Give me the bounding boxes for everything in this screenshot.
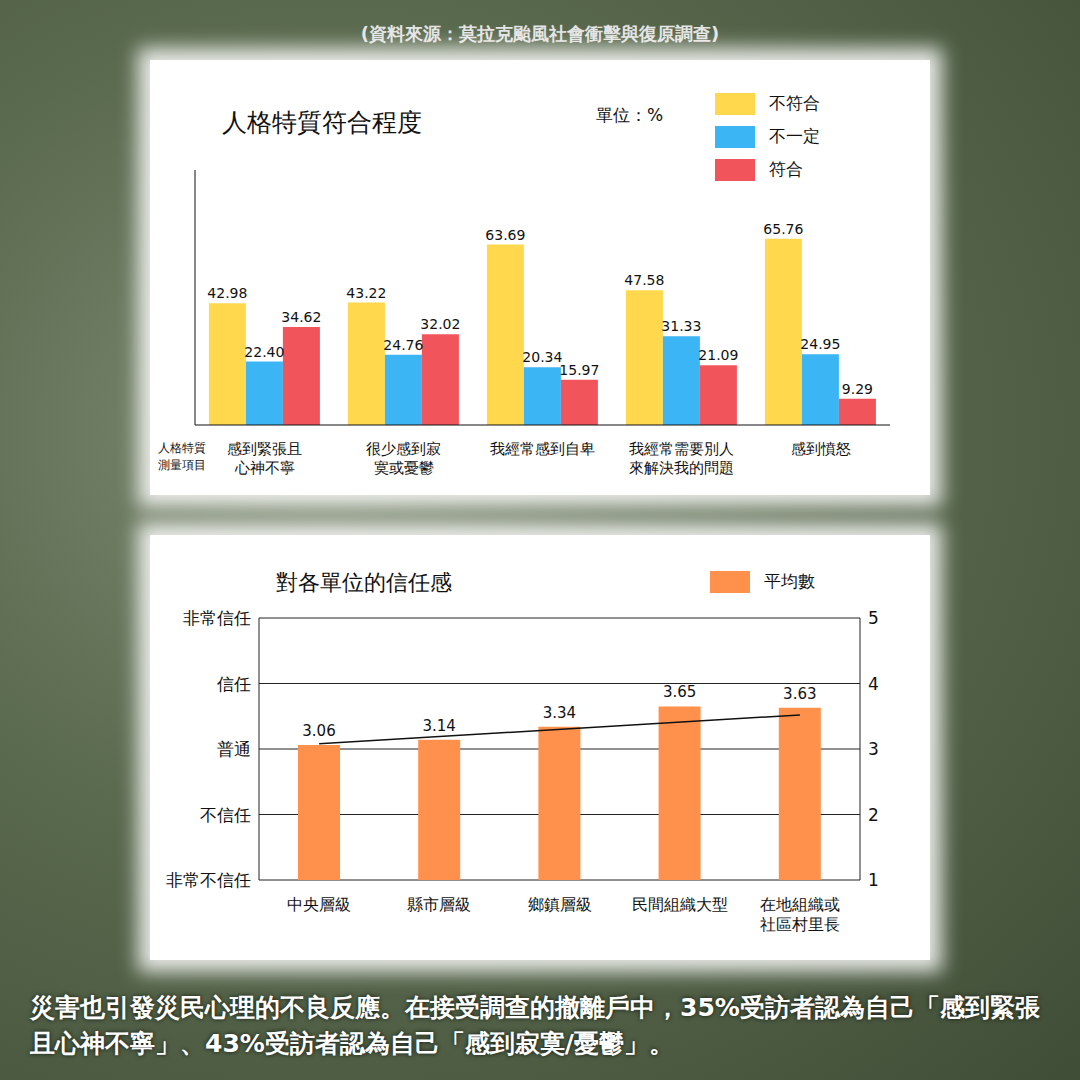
svg-text:感到憤怒: 感到憤怒: [791, 440, 851, 458]
svg-text:不信任: 不信任: [200, 805, 251, 825]
svg-text:5: 5: [868, 608, 879, 628]
svg-text:鄉鎮層級: 鄉鎮層級: [528, 895, 592, 914]
html-text:人格特質符合程度: 人格特質符合程度: [222, 108, 422, 137]
svg-text:32.02: 32.02: [420, 316, 460, 332]
svg-text:4: 4: [868, 674, 879, 694]
svg-text:21.09: 21.09: [698, 347, 738, 363]
svg-text:24.95: 24.95: [800, 336, 840, 352]
html-text:對各單位的信任感: 對各單位的信任感: [276, 570, 452, 595]
html-text:平均數: 平均數: [764, 571, 815, 591]
svg-text:非常信任: 非常信任: [183, 608, 251, 628]
svg-text:縣市層級: 縣市層級: [407, 895, 471, 914]
svg-text:民間組織大型: 民間組織大型: [632, 895, 728, 914]
svg-text:3.63: 3.63: [783, 685, 816, 703]
html-text:不符合: 不符合: [769, 93, 820, 113]
html-text:(資料來源：莫拉克颱風社會衝擊與復原調查): (資料來源：莫拉克颱風社會衝擊與復原調查): [360, 23, 720, 44]
svg-text:我經常感到自卑: 我經常感到自卑: [490, 440, 595, 458]
svg-text:普通: 普通: [217, 739, 251, 759]
svg-text:24.76: 24.76: [383, 337, 423, 353]
svg-text:22.40: 22.40: [244, 344, 284, 360]
svg-text:9.29: 9.29: [842, 381, 873, 397]
svg-text:信任: 信任: [217, 674, 251, 694]
svg-text:我經常需要別人來解決我的問題: 我經常需要別人來解決我的問題: [629, 440, 734, 477]
svg-text:2: 2: [868, 805, 879, 825]
svg-text:63.69: 63.69: [485, 227, 525, 243]
svg-text:42.98: 42.98: [207, 285, 247, 301]
svg-text:很少感到寂寞或憂鬱: 很少感到寂寞或憂鬱: [366, 440, 441, 477]
svg-text:20.34: 20.34: [522, 349, 562, 365]
svg-text:3.34: 3.34: [543, 704, 576, 722]
html-text:單位：%: 單位：%: [596, 105, 664, 125]
html-text:不一定: 不一定: [769, 126, 820, 146]
svg-text:感到緊張且心神不寧: 感到緊張且心神不寧: [227, 440, 302, 477]
svg-text:31.33: 31.33: [661, 318, 701, 334]
html-text:人格特質: 人格特質: [158, 441, 206, 455]
svg-text:在地組織或社區村里長: 在地組織或社區村里長: [760, 895, 840, 934]
svg-text:3.06: 3.06: [302, 722, 335, 740]
html-text:災害也引發災民心理的不良反應。在接受調查的撤離戶中，35%受: 災害也引發災民心理的不良反應。在接受調查的撤離戶中，35%受訪者認為自己「感到緊…: [30, 993, 1040, 1058]
html-text:測量項目: 測量項目: [158, 458, 206, 472]
svg-text:3: 3: [868, 739, 879, 759]
svg-text:15.97: 15.97: [559, 362, 599, 378]
svg-text:34.62: 34.62: [281, 309, 321, 325]
svg-text:47.58: 47.58: [624, 272, 664, 288]
svg-text:3.65: 3.65: [663, 683, 696, 701]
svg-text:43.22: 43.22: [346, 285, 386, 301]
svg-text:65.76: 65.76: [763, 221, 803, 237]
html-text:符合: 符合: [769, 159, 803, 179]
svg-text:3.14: 3.14: [422, 717, 455, 735]
svg-text:非常不信任: 非常不信任: [166, 870, 251, 890]
svg-text:中央層級: 中央層級: [287, 895, 351, 914]
svg-text:1: 1: [868, 870, 879, 890]
